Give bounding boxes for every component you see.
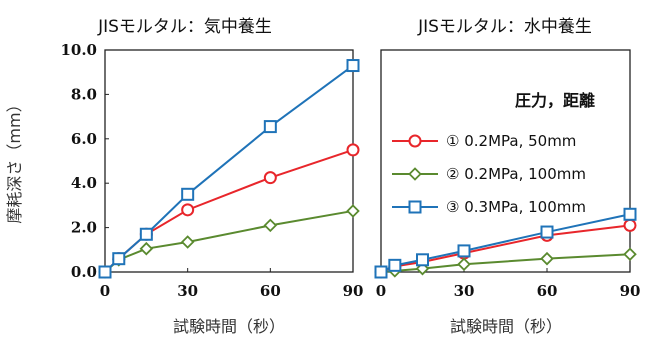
series-layer: [98, 59, 360, 279]
chart-panel-water-curing: JISモルタル：水中養生 試験時間（秒） 0 30 60 90 圧力，距離 ① 0.2…: [374, 17, 641, 336]
data-point: [181, 187, 195, 201]
legend-label: ① 0.2MPa, 50mm: [446, 132, 576, 150]
legend-swatch-marker: [408, 134, 422, 148]
data-point: [139, 227, 153, 241]
series-line: [104, 209, 354, 273]
x-tick-label: 30: [177, 282, 198, 300]
legend-swatch-marker: [408, 167, 422, 181]
y-axis-label: 摩耗深さ（mm）: [5, 96, 24, 223]
data-point: [181, 203, 195, 217]
y-tick-label: 10.0: [60, 41, 97, 59]
legend-entry: ③ 0.3MPa, 100mm: [392, 198, 586, 216]
y-tick-label: 4.0: [71, 174, 97, 192]
y-tick-label: 6.0: [71, 130, 97, 148]
data-point: [540, 225, 554, 239]
legend-entry: ② 0.2MPa, 100mm: [392, 165, 586, 183]
y-tick-labels: 0.0 2.0 4.0 6.0 8.0 10.0: [60, 41, 109, 281]
data-point: [374, 265, 388, 279]
y-tick-label: 8.0: [71, 85, 97, 103]
y-tick-label: 0.0: [71, 263, 97, 281]
chart-title: JISモルタル：水中養生: [417, 17, 592, 37]
chart-panel-air-curing: JISモルタル：気中養生 摩耗深さ（mm） 試験時間（秒） 0.0 2.0 4.0 6…: [5, 17, 363, 336]
data-point: [457, 257, 471, 272]
data-point: [623, 207, 637, 221]
plot-area-frame: [104, 49, 354, 273]
legend-swatch-marker: [408, 200, 422, 214]
data-point: [540, 251, 554, 266]
y-tick-label: 2.0: [71, 219, 97, 237]
data-point: [98, 265, 112, 279]
data-point: [112, 252, 126, 266]
plot-area-frame: [380, 49, 631, 273]
series-line: [104, 148, 354, 273]
x-tick-label: 60: [537, 282, 558, 300]
data-point: [416, 253, 429, 267]
data-point: [346, 204, 360, 218]
x-tick-label: 0: [376, 282, 386, 300]
legend: 圧力，距離 ① 0.2MPa, 50mm ② 0.2MPa, 100mm ③ 0.3…: [392, 91, 595, 216]
x-tick-labels: 0 30 60 90: [100, 268, 364, 300]
data-point: [180, 235, 195, 249]
x-tick-label: 0: [100, 282, 110, 300]
x-tick-labels: 0 30 60 90: [376, 268, 641, 300]
x-tick-label: 90: [343, 282, 364, 300]
series-3: [98, 59, 360, 279]
series-layer: [374, 207, 637, 279]
x-axis-label: 試験時間（秒）: [173, 317, 285, 336]
legend-label: ③ 0.3MPa, 100mm: [446, 198, 586, 216]
data-point: [263, 120, 277, 134]
series-3: [374, 207, 637, 279]
data-point: [457, 244, 471, 258]
x-tick-label: 30: [454, 282, 475, 300]
data-point: [346, 143, 360, 157]
data-point: [388, 258, 402, 272]
series-line: [104, 64, 354, 273]
legend-label: ② 0.2MPa, 100mm: [446, 165, 586, 183]
legend-title: 圧力，距離: [515, 91, 595, 110]
data-point: [263, 171, 277, 185]
x-axis-label: 試験時間（秒）: [450, 317, 562, 336]
chart-title: JISモルタル：気中養生: [97, 17, 272, 37]
data-point: [346, 59, 360, 73]
data-point: [623, 247, 637, 262]
data-point: [623, 218, 637, 232]
series-1: [98, 143, 360, 279]
x-tick-label: 90: [620, 282, 641, 300]
data-point: [263, 218, 278, 233]
data-point: [139, 241, 154, 256]
legend-entry: ① 0.2MPa, 50mm: [392, 132, 576, 150]
x-tick-label: 60: [260, 282, 281, 300]
